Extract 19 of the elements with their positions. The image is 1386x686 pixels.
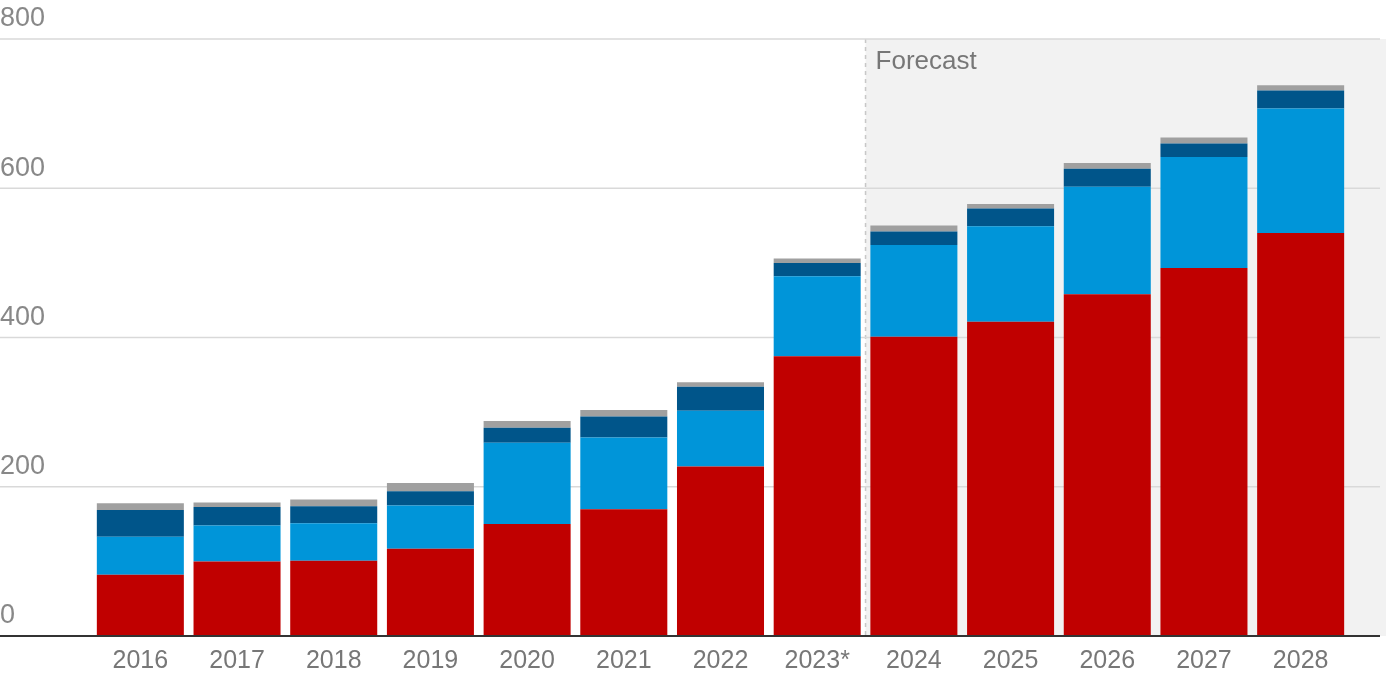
x-tick-label: 2021 <box>596 644 652 673</box>
x-tick-label: 2027 <box>1176 644 1232 673</box>
x-tick-label: 2028 <box>1272 644 1329 673</box>
x-tick-label: 2017 <box>209 644 265 673</box>
x-tick-label: 2018 <box>305 644 362 673</box>
y-tick-label: 600 <box>0 151 46 182</box>
y-tick-label: 200 <box>0 450 46 481</box>
y-tick-label: 0 <box>0 599 16 630</box>
y-tick-label: 400 <box>0 300 46 331</box>
x-tick-label: 2026 <box>1079 644 1136 673</box>
y-tick-label: 800 <box>0 2 46 33</box>
band-label: Forecast <box>875 45 978 76</box>
x-tick-label: 2023* <box>784 644 851 673</box>
x-tick-label: 2019 <box>402 644 459 673</box>
x-tick-label: 2020 <box>499 644 555 673</box>
x-tick-label: 2025 <box>982 644 1039 673</box>
x-tick-label: 2022 <box>692 644 749 673</box>
x-tick-label: 2016 <box>112 644 169 673</box>
x-tick-label: 2024 <box>886 644 942 673</box>
